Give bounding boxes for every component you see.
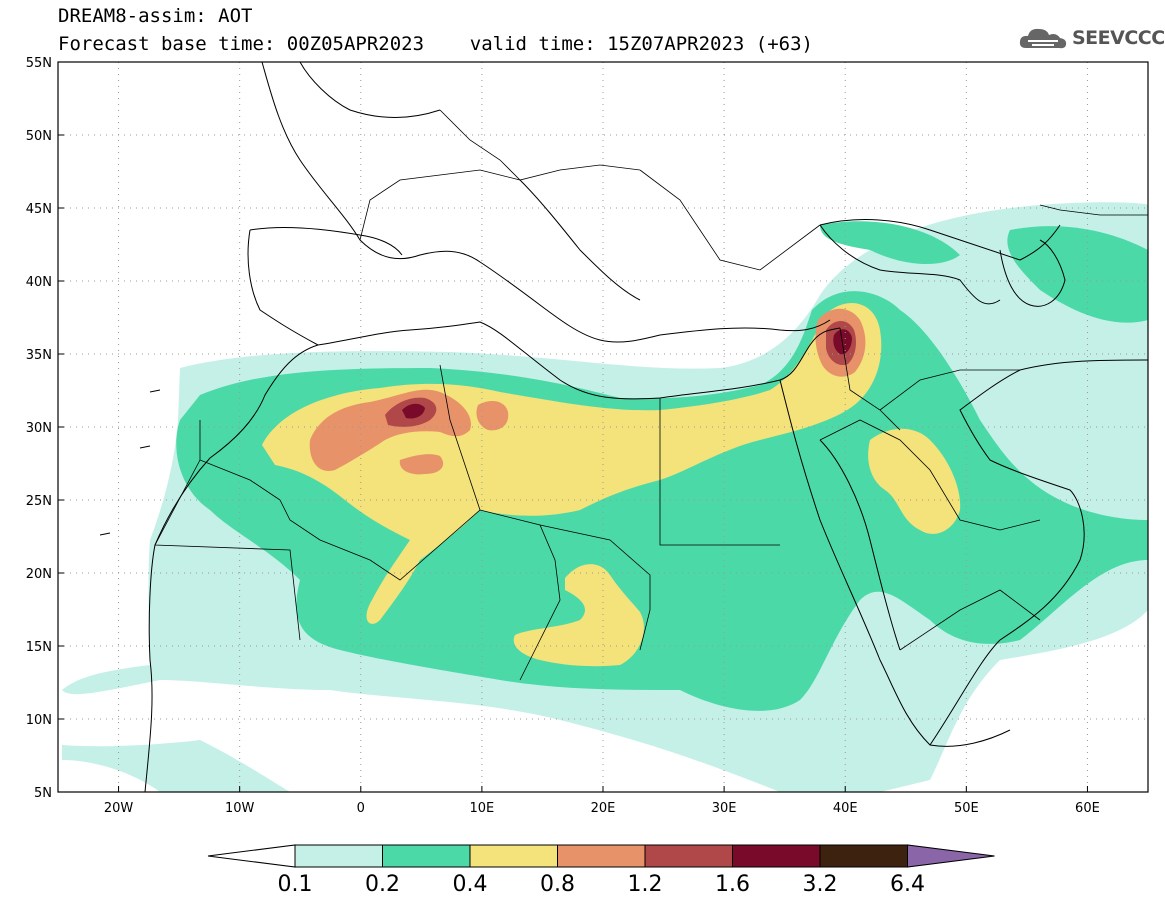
lon-tick-label: 40E (833, 801, 858, 816)
aot-level-0-2 (726, 594, 796, 700)
aot-level-0-4 (262, 303, 882, 624)
colorbar-label: 3.2 (803, 872, 838, 897)
lon-tick-label: 10W (225, 801, 255, 816)
colorbar-right-arrow (907, 844, 995, 868)
coastlines (99, 62, 1148, 792)
aot-fields (62, 202, 1148, 792)
colorbar-label: 0.2 (365, 872, 400, 897)
lat-tick-label: 50N (26, 129, 52, 144)
aot-level-1-6 (402, 403, 425, 419)
colorbar-swatch (294, 844, 383, 868)
lat-tick-label: 10N (26, 713, 52, 728)
lon-tick-label: 0 (357, 801, 365, 816)
colorbar-left-arrow (207, 844, 296, 868)
lat-tick-label: 25N (26, 494, 52, 509)
aot-level-0-8 (399, 454, 444, 475)
lon-tick-label: 20E (591, 801, 616, 816)
lat-tick-label: 15N (26, 640, 52, 655)
lon-tick-label: 10E (470, 801, 495, 816)
colorbar-swatch (382, 844, 471, 868)
lat-tick-label: 45N (26, 202, 52, 217)
lat-tick-label: 40N (26, 275, 52, 290)
country-borders (154, 109, 1148, 681)
colorbar-label: 0.4 (453, 872, 488, 897)
colorbar-label: 1.6 (715, 872, 750, 897)
lon-tick-label: 20W (104, 801, 134, 816)
cloud-logo-icon (1019, 28, 1067, 49)
lat-tick-label: 35N (26, 348, 52, 363)
colorbar-swatch (644, 844, 733, 868)
colorbar-swatch (732, 844, 821, 868)
logo: SEEVCCC (1018, 24, 1165, 52)
aot-level-0-4 (868, 428, 961, 534)
lat-tick-label: 5N (34, 786, 52, 801)
lat-tick-label: 20N (26, 567, 52, 582)
lon-tick-label: 50E (954, 801, 979, 816)
colorbar-label: 0.8 (540, 872, 575, 897)
aot-level-0-8 (476, 400, 509, 431)
colorbar-label: 6.4 (890, 872, 925, 897)
lon-tick-label: 60E (1075, 801, 1100, 816)
colorbar-swatch (557, 844, 646, 868)
colorbar: 0.1 0.2 0.4 0.8 1.2 1.6 3.2 6.4 (207, 844, 995, 897)
aot-level-0-2 (820, 221, 960, 265)
colorbar-swatch (819, 844, 908, 868)
lat-tick-label: 30N (26, 421, 52, 436)
lat-tick-label: 55N (26, 56, 52, 71)
logo-text: SEEVCCC (1072, 27, 1165, 49)
forecast-time-line: Forecast base time: 00Z05APR2023 valid t… (58, 33, 813, 55)
colorbar-label: 0.1 (278, 872, 313, 897)
chart-title: DREAM8-assim: AOT (58, 5, 253, 27)
lon-tick-label: 30E (712, 801, 737, 816)
aot-level-0-4 (513, 564, 644, 667)
colorbar-label: 1.2 (628, 872, 663, 897)
colorbar-swatch (469, 844, 558, 868)
aot-level-0-2 (1007, 226, 1148, 323)
